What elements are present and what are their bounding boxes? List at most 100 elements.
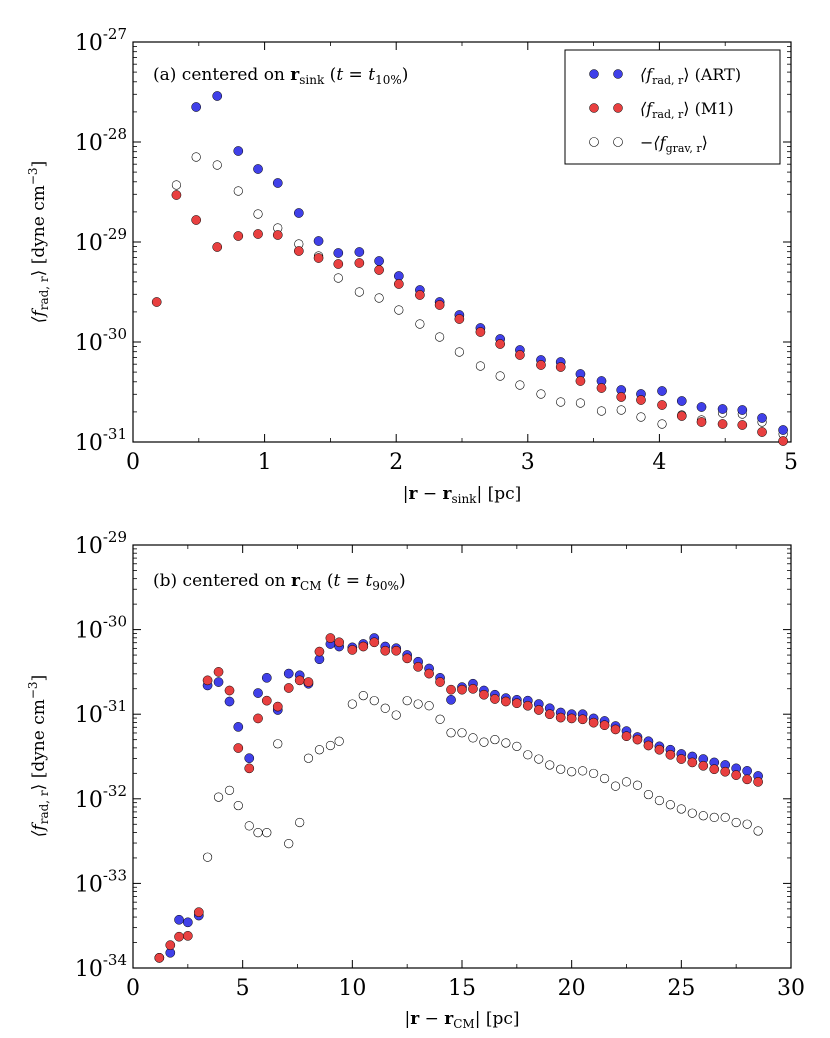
legend-marker-grav bbox=[589, 137, 599, 147]
panel-b-point-m1 bbox=[544, 709, 555, 720]
panel-b-ticks: 0 5 10 15 20 25 30 10-34 10-33 10-32 10-31 10-30 10-… bbox=[75, 528, 805, 1001]
panel-b-point-m1 bbox=[154, 952, 165, 963]
panel-b-point-m1 bbox=[676, 754, 687, 764]
panel-b-point-grav bbox=[534, 754, 544, 764]
panel-b-point-grav bbox=[358, 690, 368, 701]
legend-marker-m1 bbox=[589, 103, 599, 113]
panel-b-point-m1 bbox=[468, 683, 478, 694]
panel-a-xtick-label: 4 bbox=[652, 450, 666, 475]
panel-a-point-grav bbox=[454, 347, 464, 357]
panel-b-point-m1 bbox=[334, 637, 345, 648]
panel-a-point-m1 bbox=[313, 253, 324, 263]
panel-b-point-grav bbox=[698, 811, 708, 821]
panel-a-point-m1 bbox=[212, 242, 223, 252]
panel-b-point-m1 bbox=[182, 931, 193, 941]
panel-b-point-grav bbox=[347, 699, 357, 709]
panel-b-point-grav bbox=[523, 750, 533, 760]
panel-a-ticks: 0 1 2 3 4 5 10-31 10-30 10-29 10-28 10-27 bbox=[75, 25, 798, 475]
panel-a-point-art bbox=[212, 91, 223, 101]
panel-a-point-grav bbox=[191, 152, 201, 162]
panel-a-point-art bbox=[293, 208, 304, 218]
panel-a-point-m1 bbox=[333, 259, 344, 269]
panel-b-point-m1 bbox=[643, 740, 654, 751]
panel-b-point-m1 bbox=[501, 696, 511, 707]
panel-b-point-grav bbox=[567, 767, 577, 777]
panel-b-point-m1 bbox=[720, 766, 731, 777]
panel-b-point-grav bbox=[545, 760, 555, 770]
panel-b-point-m1 bbox=[742, 774, 752, 785]
panel-b-point-art bbox=[261, 672, 272, 683]
panel-a-point-m1 bbox=[233, 231, 244, 241]
panel-b-point-grav bbox=[643, 789, 654, 800]
panel-a-point-art bbox=[191, 102, 202, 112]
panel-b-point-m1 bbox=[283, 683, 294, 693]
panel-a-point-grav bbox=[333, 273, 343, 283]
legend-marker-art bbox=[613, 69, 623, 79]
panel-a-point-grav bbox=[435, 332, 445, 342]
panel-b-annotation: (b) centered on rCM (t = t90%) bbox=[153, 571, 406, 593]
panel-a-point-art bbox=[676, 396, 687, 406]
panel-b-point-m1 bbox=[253, 713, 263, 724]
panel-a-point-grav bbox=[616, 405, 626, 415]
legend-box bbox=[564, 49, 781, 165]
panel-b-point-m1 bbox=[244, 763, 255, 774]
panel-b-point-art bbox=[182, 917, 193, 928]
panel-a-xlabel: |r − rsink| [pc] bbox=[403, 484, 522, 506]
panel-a-point-m1 bbox=[293, 246, 304, 256]
panel-b-point-m1 bbox=[413, 661, 423, 672]
panel-b-point-art bbox=[213, 677, 224, 687]
panel-b-point-grav bbox=[284, 839, 294, 849]
panel-a-point-m1 bbox=[171, 190, 182, 200]
panel-b-point-grav bbox=[512, 741, 522, 751]
panel-a-point-grav bbox=[171, 180, 182, 190]
panel-b-point-grav bbox=[424, 701, 434, 711]
panel-a-ytick-label: 10-29 bbox=[75, 225, 127, 256]
panel-b-point-m1 bbox=[555, 712, 566, 723]
panel-b-point-m1 bbox=[588, 717, 599, 728]
panel-a-point-m1 bbox=[354, 258, 365, 268]
panel-a-point-m1 bbox=[475, 327, 486, 337]
panel-a-point-m1 bbox=[434, 300, 445, 310]
panel-a-point-m1 bbox=[676, 411, 687, 421]
panel-b-point-grav bbox=[709, 812, 719, 823]
panel-b-point-art bbox=[283, 668, 294, 679]
panel-b-point-m1 bbox=[610, 724, 621, 735]
panel-b-point-grav bbox=[457, 728, 467, 738]
panel-a-ylabel: ⟨frad, r⟩ [dyne cm−3] bbox=[26, 161, 51, 323]
panel-b-point-grav bbox=[380, 703, 390, 713]
panel-b-point-grav bbox=[468, 733, 478, 743]
panel-a-point-m1 bbox=[415, 290, 425, 300]
panel-a-xtick-label: 3 bbox=[521, 450, 535, 475]
panel-b-point-grav bbox=[654, 795, 665, 806]
panel-a-ytick-label: 10-30 bbox=[75, 325, 127, 356]
panel-b-point-grav bbox=[253, 828, 263, 838]
panel-b-xtick-label: 15 bbox=[448, 976, 476, 1001]
panel-b-point-grav bbox=[224, 785, 235, 795]
panel-a-ytick-label: 10-27 bbox=[75, 25, 127, 56]
panel-a-point-m1 bbox=[696, 417, 707, 427]
panel-b-point-grav bbox=[501, 738, 511, 748]
panel-b-point-grav bbox=[479, 737, 489, 747]
panel-b-point-m1 bbox=[511, 698, 522, 709]
panel-b-point-m1 bbox=[632, 734, 643, 745]
panel-b-point-m1 bbox=[446, 684, 456, 695]
panel-b-point-m1 bbox=[202, 675, 213, 686]
panel-b-xtick-label: 0 bbox=[126, 976, 140, 1001]
panel-b-point-m1 bbox=[358, 641, 369, 652]
panel-a-point-grav bbox=[233, 186, 243, 196]
panel-a-point-m1 bbox=[737, 420, 748, 430]
panel-b-point-m1 bbox=[599, 720, 610, 731]
panel-a-point-m1 bbox=[757, 427, 767, 437]
panel-b-point-art bbox=[446, 694, 456, 705]
panel-a-point-grav bbox=[636, 412, 646, 422]
panel-b-point-m1 bbox=[294, 675, 305, 686]
panel-b-point-grav bbox=[325, 740, 336, 751]
panel-b-point-grav bbox=[676, 804, 686, 814]
panel-b-point-grav bbox=[490, 734, 500, 745]
panel-a-point-m1 bbox=[536, 360, 546, 370]
panel-b-point-m1 bbox=[224, 685, 235, 696]
panel-b-point-m1 bbox=[533, 705, 544, 715]
panel-a-point-m1 bbox=[575, 376, 586, 386]
panel-a-point-grav bbox=[374, 293, 384, 303]
